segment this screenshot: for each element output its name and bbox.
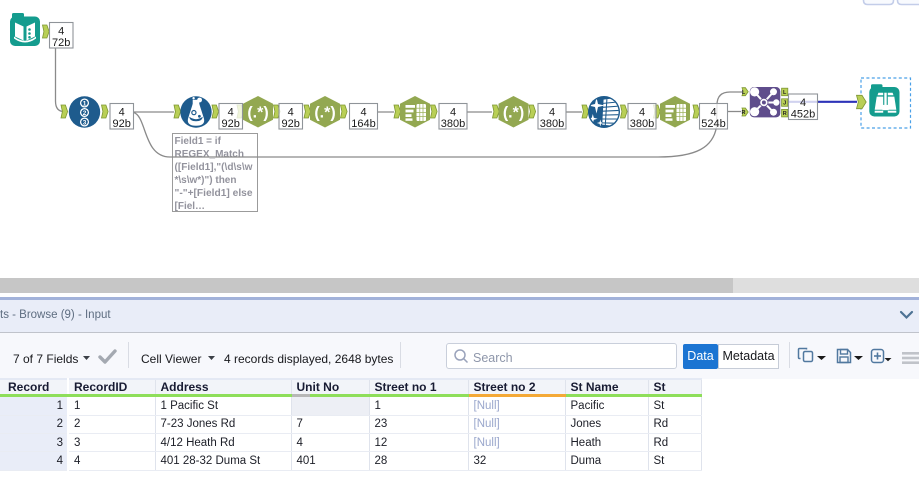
svg-text:164b: 164b bbox=[351, 118, 375, 130]
svg-text:4: 4 bbox=[450, 107, 456, 119]
svg-text:4: 4 bbox=[639, 107, 645, 119]
svg-text:REGEX_Match: REGEX_Match bbox=[175, 149, 244, 160]
svg-text:2: 2 bbox=[83, 110, 87, 117]
svg-text:L: L bbox=[783, 90, 787, 96]
svg-text:4: 4 bbox=[800, 97, 806, 109]
svg-text:72b: 72b bbox=[52, 37, 70, 49]
svg-text:380b: 380b bbox=[540, 118, 564, 130]
svg-text:4: 4 bbox=[710, 107, 716, 119]
svg-text:92b: 92b bbox=[113, 118, 131, 130]
svg-text:380b: 380b bbox=[441, 118, 465, 130]
svg-text:([Field1],"(\d\s\w: ([Field1],"(\d\s\w bbox=[175, 162, 253, 173]
svg-text:Field1 = if: Field1 = if bbox=[175, 136, 222, 147]
svg-text:"-"+[Field1] else: "-"+[Field1] else bbox=[175, 188, 253, 199]
svg-text:4: 4 bbox=[360, 107, 366, 119]
svg-text:4: 4 bbox=[549, 107, 555, 119]
svg-text:(.*): (.*) bbox=[503, 105, 524, 122]
svg-text:R: R bbox=[783, 111, 787, 117]
svg-text:4: 4 bbox=[228, 107, 234, 119]
svg-text:R: R bbox=[742, 110, 746, 116]
svg-text:4: 4 bbox=[119, 107, 125, 119]
svg-text:[Fiel…: [Fiel… bbox=[175, 201, 206, 212]
svg-text:92b: 92b bbox=[222, 118, 240, 130]
svg-text:J: J bbox=[783, 101, 786, 107]
svg-text:452b: 452b bbox=[791, 109, 815, 121]
svg-text:380b: 380b bbox=[630, 118, 654, 130]
svg-text:(.*): (.*) bbox=[314, 105, 335, 122]
svg-text:(.*): (.*) bbox=[247, 105, 268, 122]
svg-text:524b: 524b bbox=[701, 118, 725, 130]
svg-text:L: L bbox=[742, 90, 746, 96]
svg-text:4: 4 bbox=[58, 26, 64, 38]
svg-text:*\s\w*)") then: *\s\w*)") then bbox=[175, 175, 237, 186]
svg-text:4: 4 bbox=[288, 107, 294, 119]
svg-text:92b: 92b bbox=[282, 118, 300, 130]
svg-text:3: 3 bbox=[83, 119, 87, 126]
svg-text:1: 1 bbox=[83, 100, 87, 107]
